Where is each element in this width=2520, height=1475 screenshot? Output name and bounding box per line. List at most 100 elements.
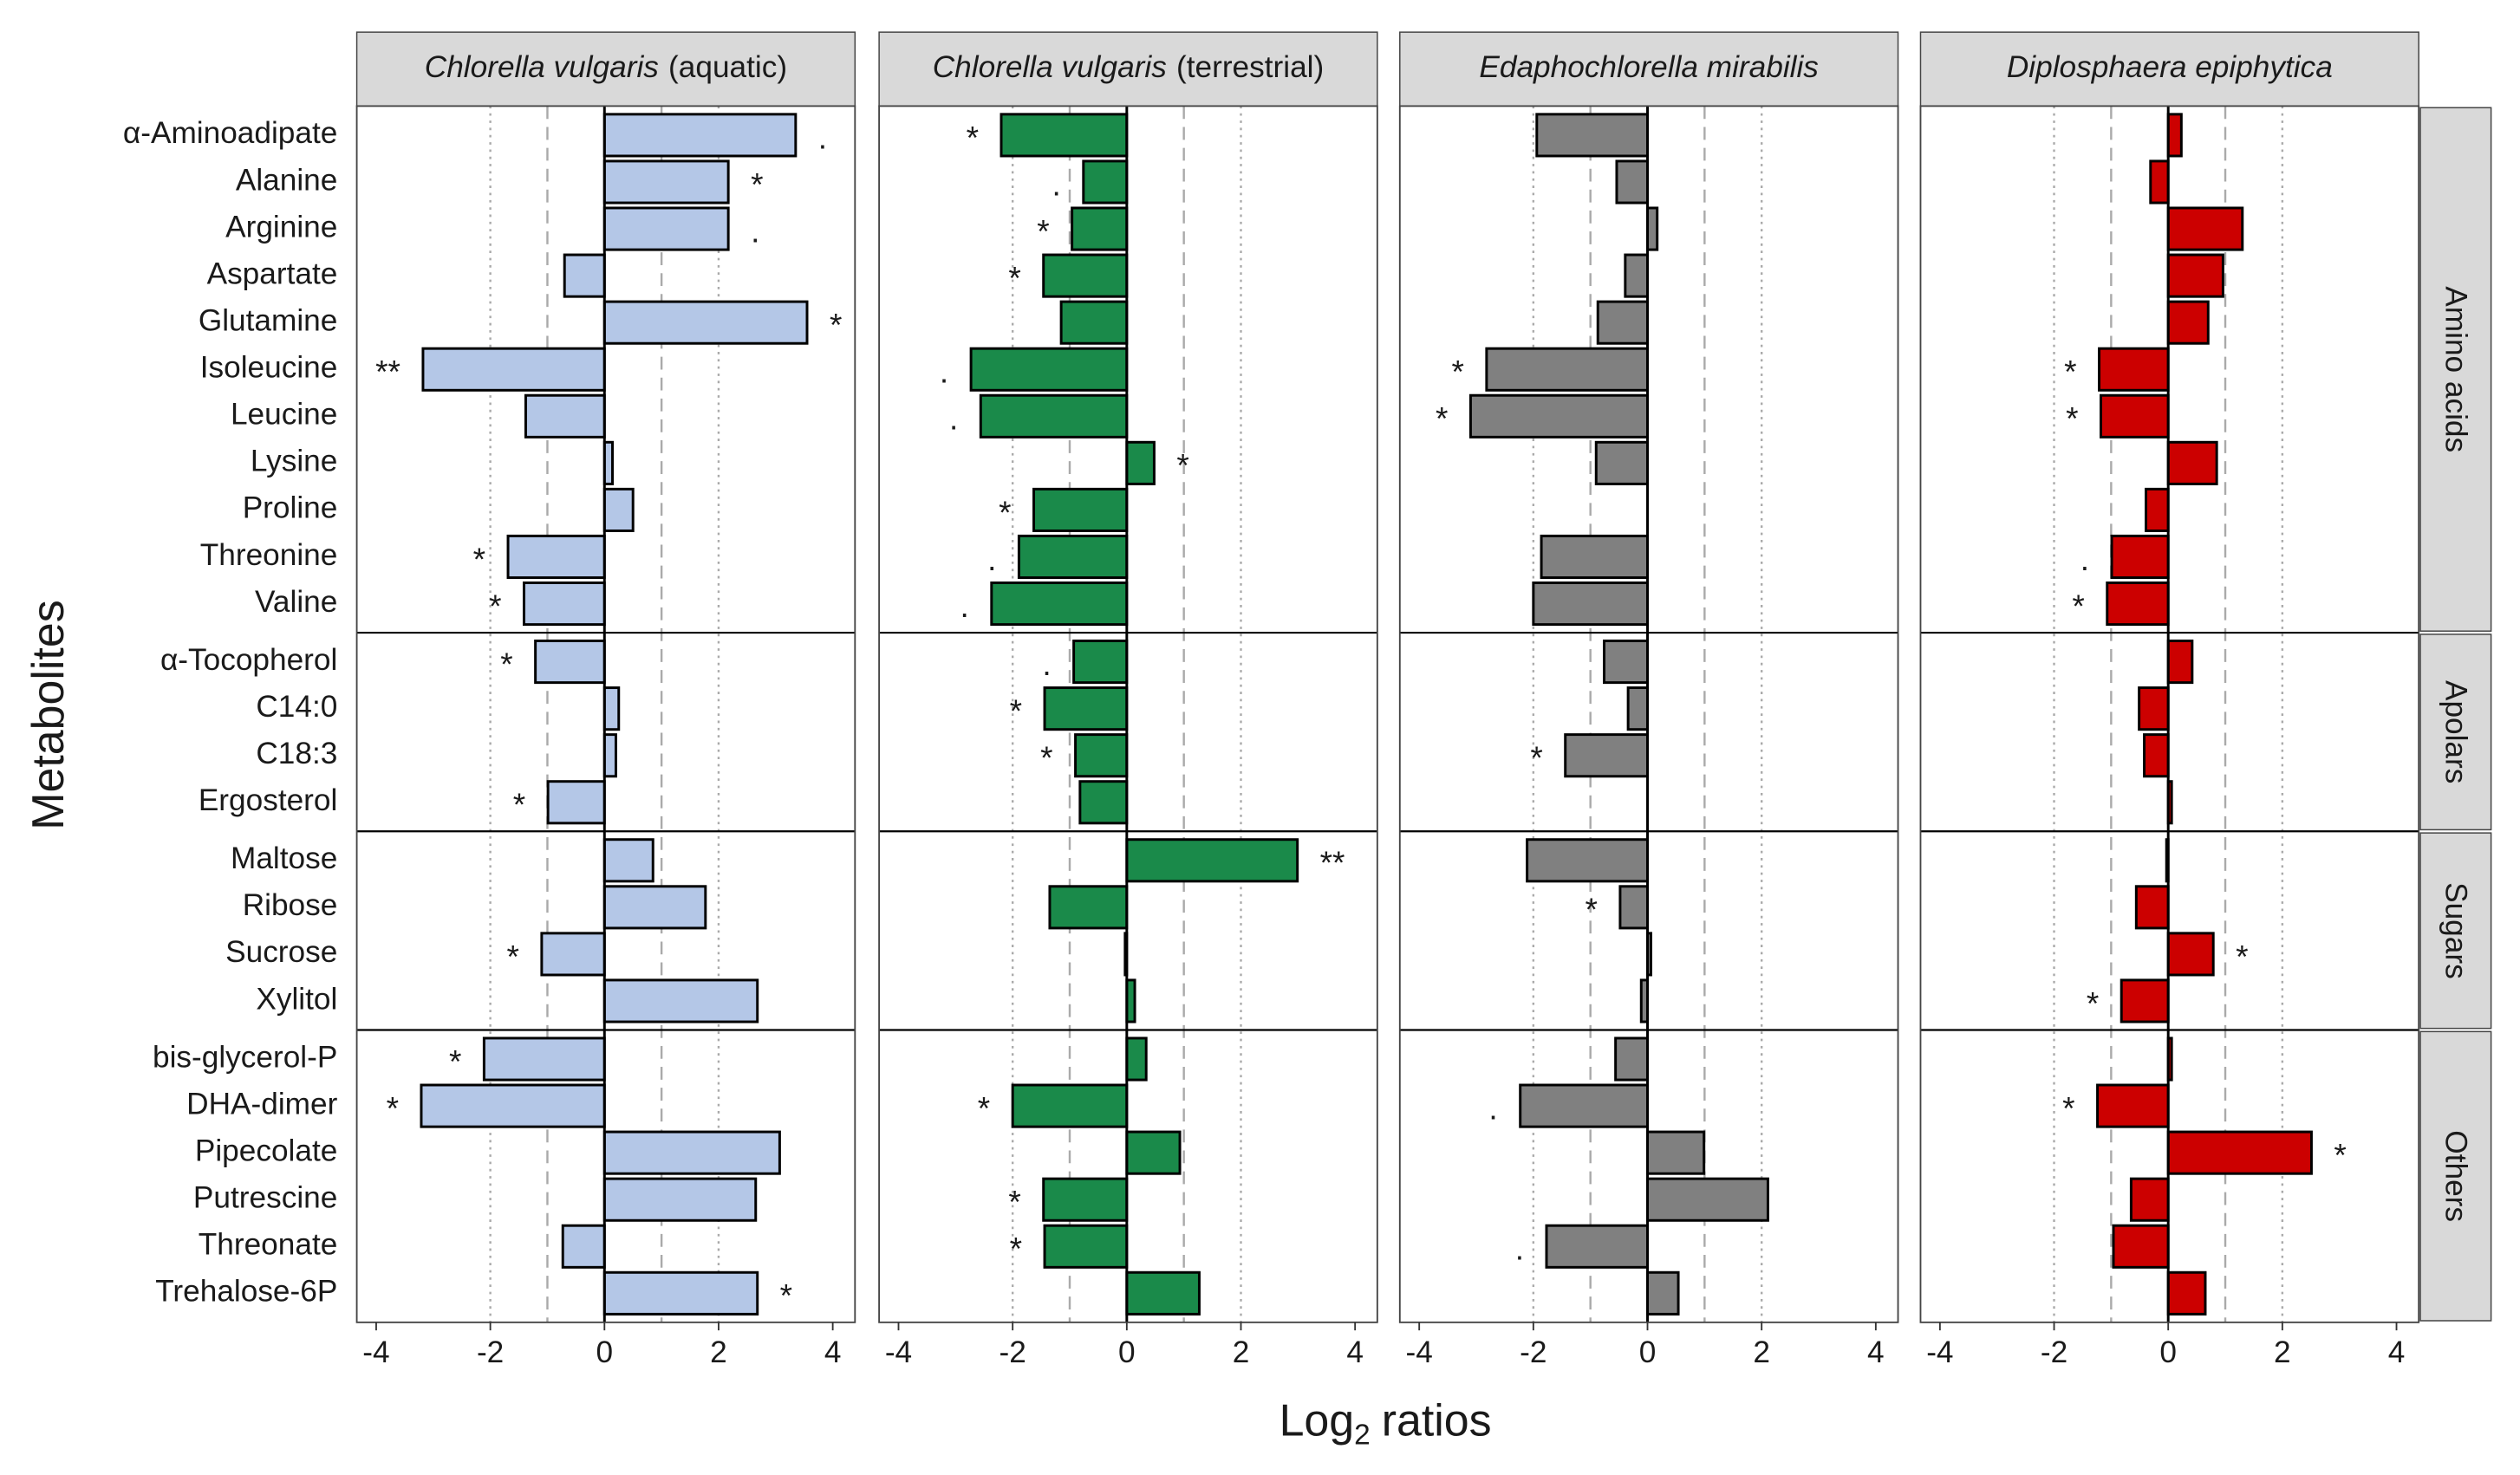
significance-label: * xyxy=(1008,1184,1020,1220)
category-label: Isoleucine xyxy=(200,351,338,385)
bar xyxy=(1626,686,1649,731)
bar xyxy=(546,780,606,825)
x-tick-label: 4 xyxy=(1346,1335,1364,1369)
x-tick-label: -2 xyxy=(2041,1335,2067,1369)
bar xyxy=(2098,347,2170,392)
bar xyxy=(602,113,798,158)
bar xyxy=(1082,159,1129,205)
bar xyxy=(1078,780,1129,825)
bar xyxy=(1125,1130,1182,1175)
bar xyxy=(2120,978,2170,1023)
category-label: Leucine xyxy=(231,398,337,432)
x-tick-label: -4 xyxy=(1406,1335,1433,1369)
bar xyxy=(421,347,606,392)
bar xyxy=(1125,838,1299,883)
significance-label: . xyxy=(1052,166,1061,202)
significance-label: * xyxy=(1176,447,1188,484)
significance-label: * xyxy=(1586,891,1598,927)
bar xyxy=(2166,113,2183,158)
bar xyxy=(602,300,809,345)
bar xyxy=(2129,1177,2170,1222)
bar xyxy=(602,1177,758,1222)
y-axis-label: Metabolites xyxy=(23,600,74,829)
x-tick-label: 2 xyxy=(2274,1335,2291,1369)
x-label-rest: ratios xyxy=(1382,1395,1492,1446)
group-label: Amino acids xyxy=(2439,286,2473,452)
x-label-subscript: 2 xyxy=(1354,1419,1371,1451)
bar xyxy=(420,1083,606,1128)
bar xyxy=(602,885,707,930)
bar xyxy=(1602,640,1649,685)
bar xyxy=(2138,686,2170,731)
bar xyxy=(1043,1224,1129,1269)
bar xyxy=(1074,733,1129,778)
significance-label: * xyxy=(500,646,512,682)
bar xyxy=(1072,640,1129,685)
x-tick-label: 2 xyxy=(710,1335,727,1369)
bar xyxy=(1532,581,1649,627)
significance-label: * xyxy=(2072,588,2084,624)
bar xyxy=(2166,1270,2207,1316)
panel-strip xyxy=(1919,31,2419,107)
bar xyxy=(1042,1177,1129,1222)
x-tick-label: -4 xyxy=(362,1335,389,1369)
bar xyxy=(1071,206,1129,251)
bar xyxy=(1125,440,1156,485)
bar xyxy=(1594,440,1649,485)
panel-title-note: (terrestrial) xyxy=(1176,50,1324,84)
category-label: C18:3 xyxy=(256,737,337,770)
significance-label: * xyxy=(1010,1231,1022,1267)
bar xyxy=(2134,885,2170,930)
bar xyxy=(1000,113,1129,158)
panel-border xyxy=(1398,105,1899,1323)
bar xyxy=(1519,1083,1649,1128)
bar xyxy=(2166,640,2194,685)
category-label: Glutamine xyxy=(199,303,338,337)
x-tick-label: -4 xyxy=(885,1335,912,1369)
bar xyxy=(2143,733,2170,778)
bar xyxy=(1032,487,1129,532)
category-label: Valine xyxy=(255,585,337,619)
bar xyxy=(1646,1177,1769,1222)
category-label: Ribose xyxy=(243,888,338,922)
bar xyxy=(1042,253,1129,298)
x-tick-label: 0 xyxy=(596,1335,613,1369)
bar xyxy=(602,159,730,205)
category-label: bis-glycerol-P xyxy=(153,1040,337,1074)
panel-strip xyxy=(1399,31,1899,107)
panel-title-species: Diplosphaera epiphytica xyxy=(2007,50,2333,84)
category-label: Lysine xyxy=(251,445,338,478)
panel-title: Chlorella vulgaris (aquatic) xyxy=(425,50,787,84)
bar xyxy=(2166,253,2224,298)
x-tick-label: -2 xyxy=(999,1335,1026,1369)
bar xyxy=(524,393,606,439)
bar xyxy=(1468,393,1649,439)
x-tick-label: 4 xyxy=(1867,1335,1885,1369)
x-tick-label: 0 xyxy=(2159,1335,2177,1369)
bar xyxy=(969,347,1129,392)
bar xyxy=(1614,1036,1649,1082)
bar xyxy=(1526,838,1649,883)
significance-label: * xyxy=(2236,938,2248,974)
bar xyxy=(1646,1270,1680,1316)
bar xyxy=(1059,300,1129,345)
category-label: Proline xyxy=(243,491,338,525)
significance-label: . xyxy=(818,119,827,155)
category-label: Threonate xyxy=(199,1228,338,1262)
bar xyxy=(482,1036,606,1082)
bar xyxy=(602,1130,781,1175)
bar xyxy=(1011,1083,1129,1128)
bar xyxy=(990,581,1129,627)
bar xyxy=(602,838,654,883)
panel-border xyxy=(1919,105,2420,1323)
bar xyxy=(2166,1130,2313,1175)
panel-background xyxy=(879,106,1377,1322)
bar xyxy=(602,978,759,1023)
x-tick-label: -4 xyxy=(1926,1335,1953,1369)
significance-label: * xyxy=(2334,1136,2346,1173)
significance-label: . xyxy=(2080,541,2089,577)
category-label: Sucrose xyxy=(225,935,337,969)
significance-label: * xyxy=(967,119,979,155)
significance-label: * xyxy=(1010,692,1022,729)
significance-label: . xyxy=(949,400,958,437)
